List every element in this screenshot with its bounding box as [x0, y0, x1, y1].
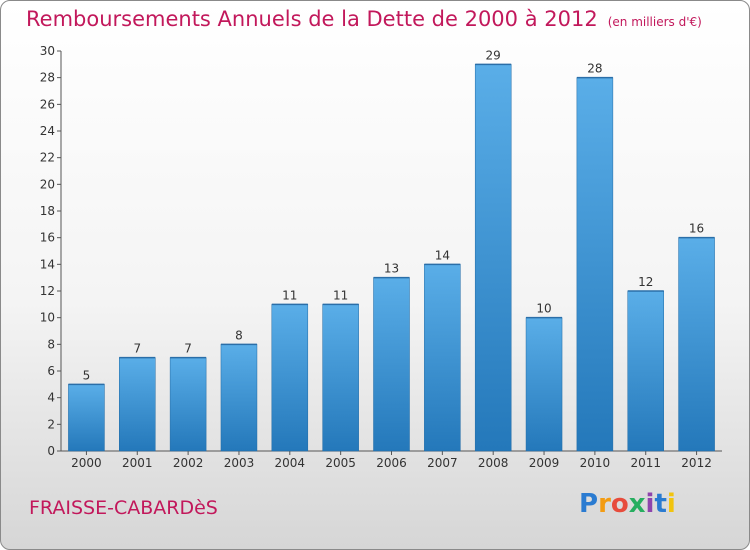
- bar-value-label: 29: [486, 48, 501, 62]
- x-tick-label: 2009: [529, 456, 560, 470]
- bar: [627, 290, 664, 452]
- x-tick-label: 2007: [427, 456, 458, 470]
- logo-letter: i: [645, 489, 655, 519]
- bar: [474, 64, 512, 452]
- bar: [68, 384, 105, 452]
- commune-name: FRAISSE-CABARDèS: [29, 497, 218, 519]
- y-tick-label: 22: [40, 151, 55, 165]
- logo-letter: x: [628, 489, 646, 519]
- y-tick-label: 2: [47, 417, 55, 431]
- bar: [119, 357, 156, 452]
- y-tick-label: 10: [40, 311, 55, 325]
- bars: [68, 63, 715, 452]
- y-tick-label: 16: [40, 231, 55, 245]
- bar: [169, 357, 207, 452]
- y-tick-label: 20: [40, 177, 55, 191]
- bar-value-label: 12: [638, 275, 653, 289]
- bar-value-label: 10: [536, 302, 551, 316]
- y-tick-label: 26: [40, 97, 55, 111]
- bar: [271, 304, 309, 452]
- y-tick-label: 4: [47, 391, 55, 405]
- bar: [424, 264, 461, 452]
- y-tick-label: 14: [40, 257, 55, 271]
- x-tick-label: 2008: [478, 456, 509, 470]
- y-tick-label: 30: [40, 44, 55, 58]
- x-tick-label: 2005: [325, 456, 356, 470]
- bar-value-label: 5: [83, 368, 91, 382]
- y-tick-label: 8: [47, 337, 55, 351]
- y-tick-label: 18: [40, 204, 55, 218]
- x-tick-label: 2003: [224, 456, 255, 470]
- bar: [678, 237, 715, 452]
- y-tick-label: 0: [47, 444, 55, 458]
- chart-title: Remboursements Annuels de la Dette de 20…: [26, 7, 702, 31]
- x-tick-label: 2000: [71, 456, 102, 470]
- logo-letter: P: [579, 489, 599, 519]
- x-tick-label: 2006: [376, 456, 407, 470]
- x-tick-label: 2011: [630, 456, 661, 470]
- logo-letter: o: [610, 489, 629, 519]
- bar-value-label: 11: [333, 288, 348, 302]
- title-unit: (en milliers d'€): [607, 15, 702, 29]
- logo-letter: r: [598, 489, 611, 519]
- proxiti-logo: Proxiti: [579, 489, 676, 519]
- bar: [525, 317, 563, 452]
- bar-value-label: 8: [235, 328, 243, 342]
- y-tick-label: 28: [40, 71, 55, 85]
- bar-value-label: 16: [689, 222, 704, 236]
- bar: [322, 304, 359, 452]
- x-tick-label: 2012: [681, 456, 712, 470]
- bar-value-label: 28: [587, 62, 602, 76]
- x-tick-label: 2002: [173, 456, 204, 470]
- bar: [220, 344, 258, 452]
- logo-letter: t: [654, 489, 667, 519]
- data-labels: 5 7 7 8 11 11 13 14 29 10 28 12 16: [83, 48, 705, 382]
- bar-value-label: 7: [184, 342, 192, 356]
- y-tick-label: 6: [47, 364, 55, 378]
- x-tick-label: 2001: [122, 456, 153, 470]
- bar-value-label: 13: [384, 262, 399, 276]
- bar-value-label: 7: [133, 342, 141, 356]
- title-text: Remboursements Annuels de la Dette de 20…: [26, 7, 598, 31]
- bar: [576, 77, 614, 452]
- logo-letter: i: [666, 489, 676, 519]
- x-tick-label: 2004: [275, 456, 306, 470]
- bar: [373, 277, 410, 452]
- bar-value-label: 14: [435, 248, 450, 262]
- x-tick-label: 2010: [580, 456, 611, 470]
- y-tick-label: 12: [40, 284, 55, 298]
- bar-value-label: 11: [282, 288, 297, 302]
- y-tick-label: 24: [40, 124, 55, 138]
